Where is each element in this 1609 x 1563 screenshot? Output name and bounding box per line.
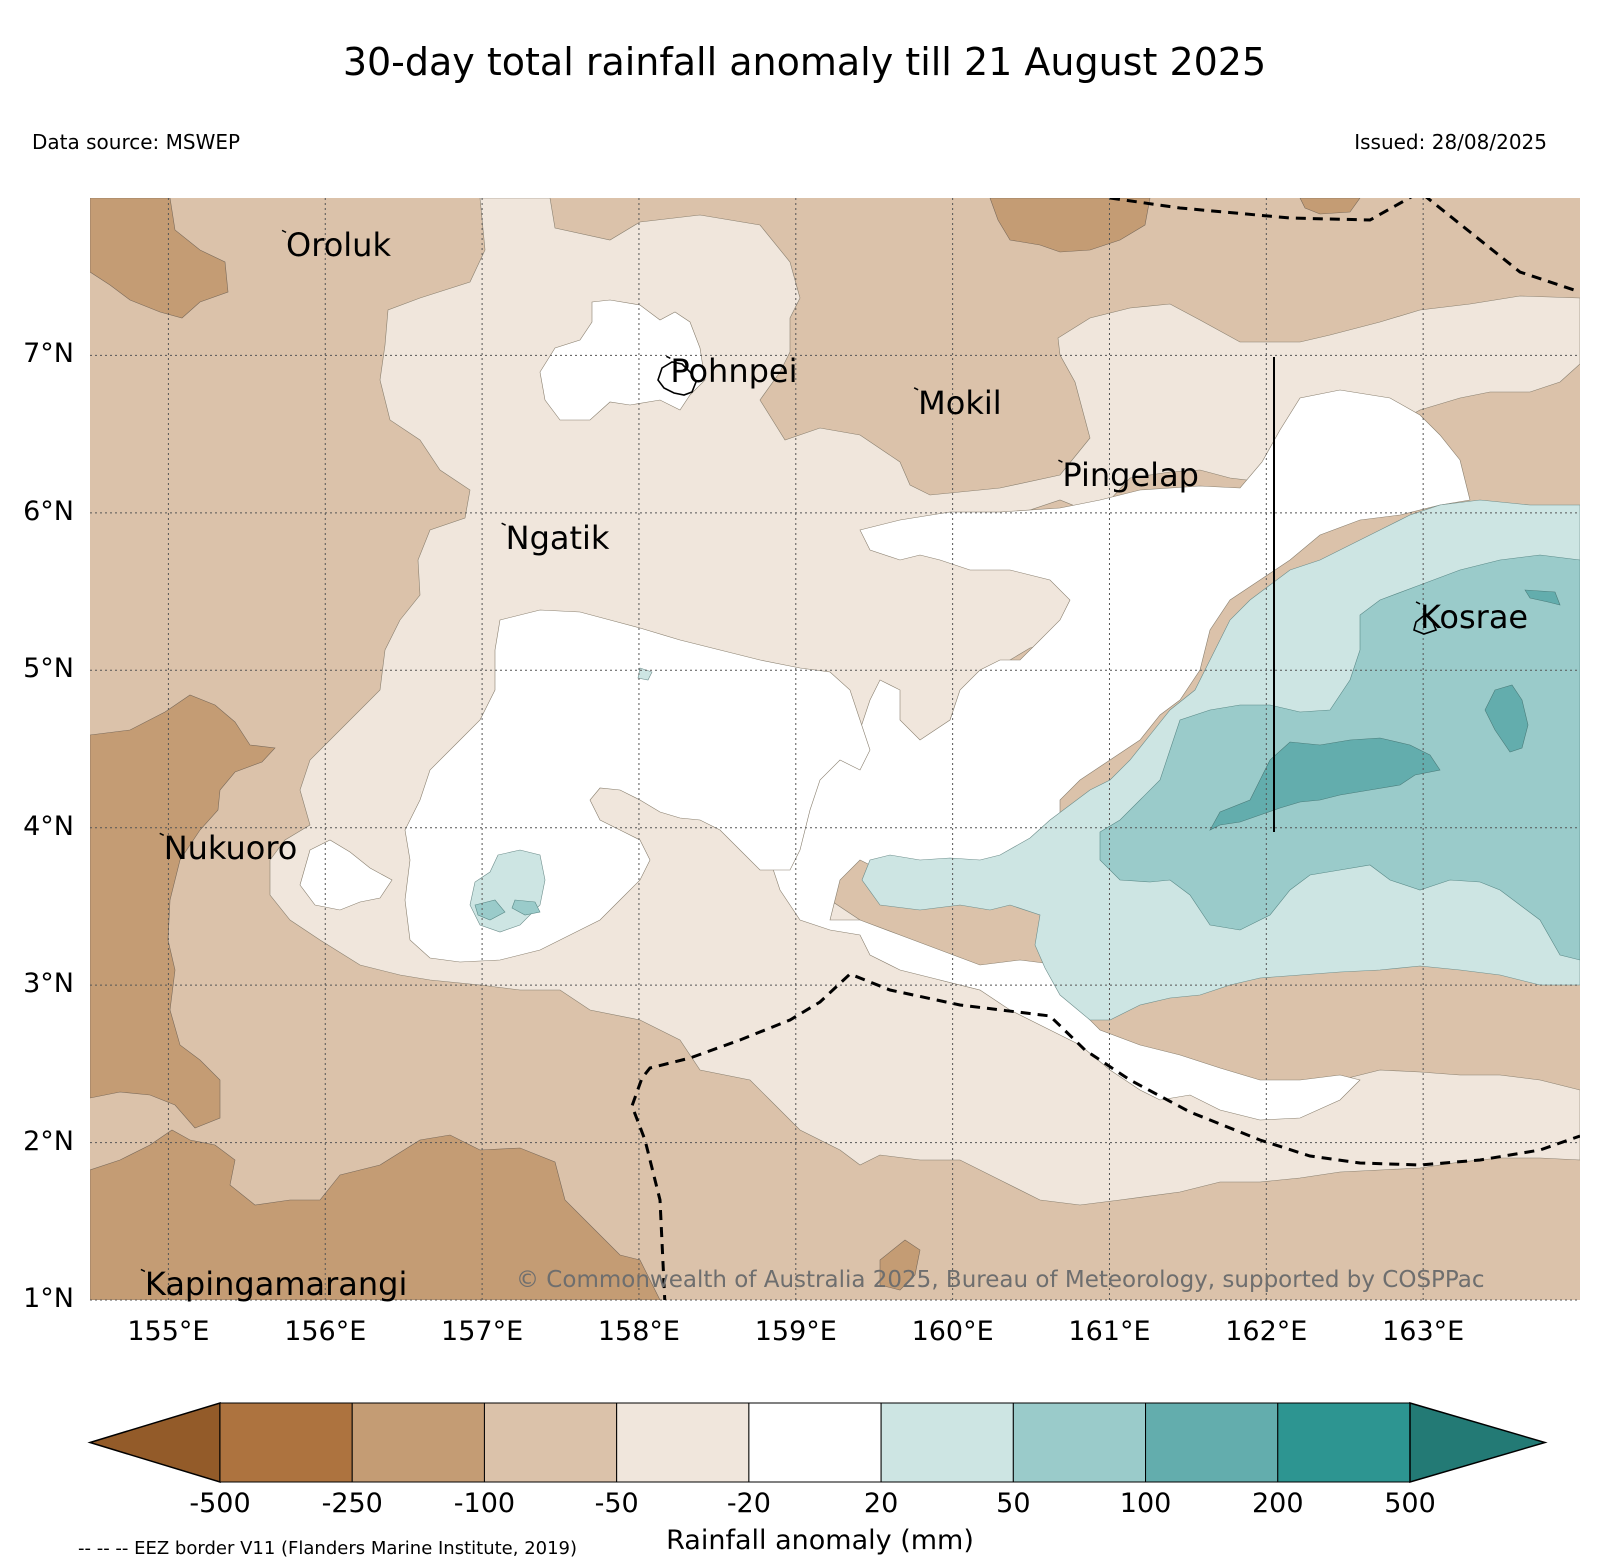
y-tick-label: 1°N <box>23 1283 74 1314</box>
y-tick-label: 6°N <box>23 495 74 527</box>
colorbar-tick-label: 20 <box>863 1488 899 1519</box>
field-near-zero-southwest <box>299 839 393 911</box>
colorbar-under-arrow <box>87 1401 221 1484</box>
place-marker <box>501 522 506 526</box>
eez-border-south <box>630 972 1580 1300</box>
place-marker <box>1415 601 1421 605</box>
colorbar-over-arrow <box>1409 1401 1548 1484</box>
place-label: Kosrae <box>1420 597 1529 636</box>
colorbar-title: Rainfall anomaly (mm) <box>666 1525 974 1556</box>
eez-border <box>630 198 1580 1300</box>
place-marker <box>159 832 165 836</box>
colorbar-bin <box>219 1402 353 1483</box>
place-label: Pingelap <box>1062 456 1199 495</box>
colorbar-bin <box>1277 1402 1411 1483</box>
y-tick-label: 3°N <box>23 968 74 1000</box>
colorbar-bin <box>880 1402 1014 1483</box>
field-plus100-east <box>1484 684 1529 753</box>
eez-border-note: -- -- -- EEZ border V11 (Flanders Marine… <box>78 1538 578 1559</box>
field-plus100-ne <box>1524 589 1561 606</box>
field-minus250-south <box>90 1129 661 1300</box>
pohnpei-island <box>657 361 697 396</box>
y-tick-label: 5°N <box>23 653 74 685</box>
place-marker <box>1058 459 1063 463</box>
colorbar-bin <box>1012 1402 1147 1483</box>
colorbar-tick-label: -250 <box>321 1488 383 1519</box>
place-label: Ngatik <box>505 519 610 558</box>
anomaly-fields <box>90 198 1580 1300</box>
field-minus250-northeast <box>989 198 1151 253</box>
copyright-notice: © Commonwealth of Australia 2025, Bureau… <box>516 1267 1485 1293</box>
colorbar-bin <box>748 1402 882 1483</box>
data-source: Data source: MSWEP <box>32 130 241 154</box>
place-label: Pohnpei <box>670 352 798 391</box>
x-tick-label: 161°E <box>1068 1316 1151 1347</box>
colorbar-bin <box>483 1402 618 1483</box>
colorbar-bin <box>351 1402 485 1483</box>
place-marker <box>665 355 671 359</box>
x-tick-label: 157°E <box>441 1316 524 1347</box>
x-tick-label: 163°E <box>1382 1316 1465 1347</box>
field-minus250-northeast2 <box>1299 198 1361 215</box>
field-plus50-west2 <box>511 899 541 916</box>
colorbar-tick-label: 50 <box>996 1488 1031 1519</box>
colorbar-tick-label: -100 <box>453 1488 516 1519</box>
x-tick-label: 160°E <box>911 1316 994 1347</box>
colorbar-tick-label: 100 <box>1119 1488 1172 1519</box>
eez-border-north <box>1109 198 1580 294</box>
place-marker <box>140 1268 146 1273</box>
x-tick-label: 158°E <box>597 1316 680 1347</box>
kosrae-island <box>1413 612 1438 635</box>
graticule <box>90 198 1580 1301</box>
x-tick-label: 159°E <box>754 1316 837 1347</box>
field-near-zero-main <box>769 389 1471 1121</box>
place-marker <box>281 229 287 234</box>
issued-date: Issued: 28/08/2025 <box>1354 130 1547 154</box>
colorbar-bin <box>1145 1402 1279 1483</box>
field-plus100 <box>1209 737 1441 831</box>
y-tick-label: 4°N <box>23 810 74 842</box>
colorbar-tick-label: 500 <box>1384 1488 1436 1519</box>
colorbar-tick-label: -20 <box>726 1488 771 1519</box>
field-minus250-westmid <box>90 694 276 1129</box>
colorbar-tick-label: -500 <box>189 1488 251 1519</box>
colorbar-bin <box>616 1402 750 1483</box>
place-label: Oroluk <box>286 226 391 265</box>
colorbar-tick-label: -50 <box>594 1488 639 1519</box>
colorbar-tick-label: 200 <box>1251 1488 1304 1519</box>
x-tick-label: 156°E <box>284 1316 367 1347</box>
field-minus250-south2 <box>879 1239 921 1291</box>
place-label: Mokil <box>918 383 1002 422</box>
place-label: Kapingamarangi <box>144 1265 408 1304</box>
map-title: 30-day total rainfall anomaly till 21 Au… <box>342 40 1267 84</box>
x-tick-label: 155°E <box>127 1316 210 1347</box>
place-marker <box>913 387 919 391</box>
y-tick-label: 7°N <box>23 338 74 370</box>
y-tick-label: 2°N <box>23 1125 74 1157</box>
x-tick-label: 162°E <box>1225 1316 1308 1347</box>
place-label: Nukuoro <box>163 829 298 868</box>
field-minus250-west <box>90 198 229 319</box>
field-near-zero-north <box>539 299 706 421</box>
